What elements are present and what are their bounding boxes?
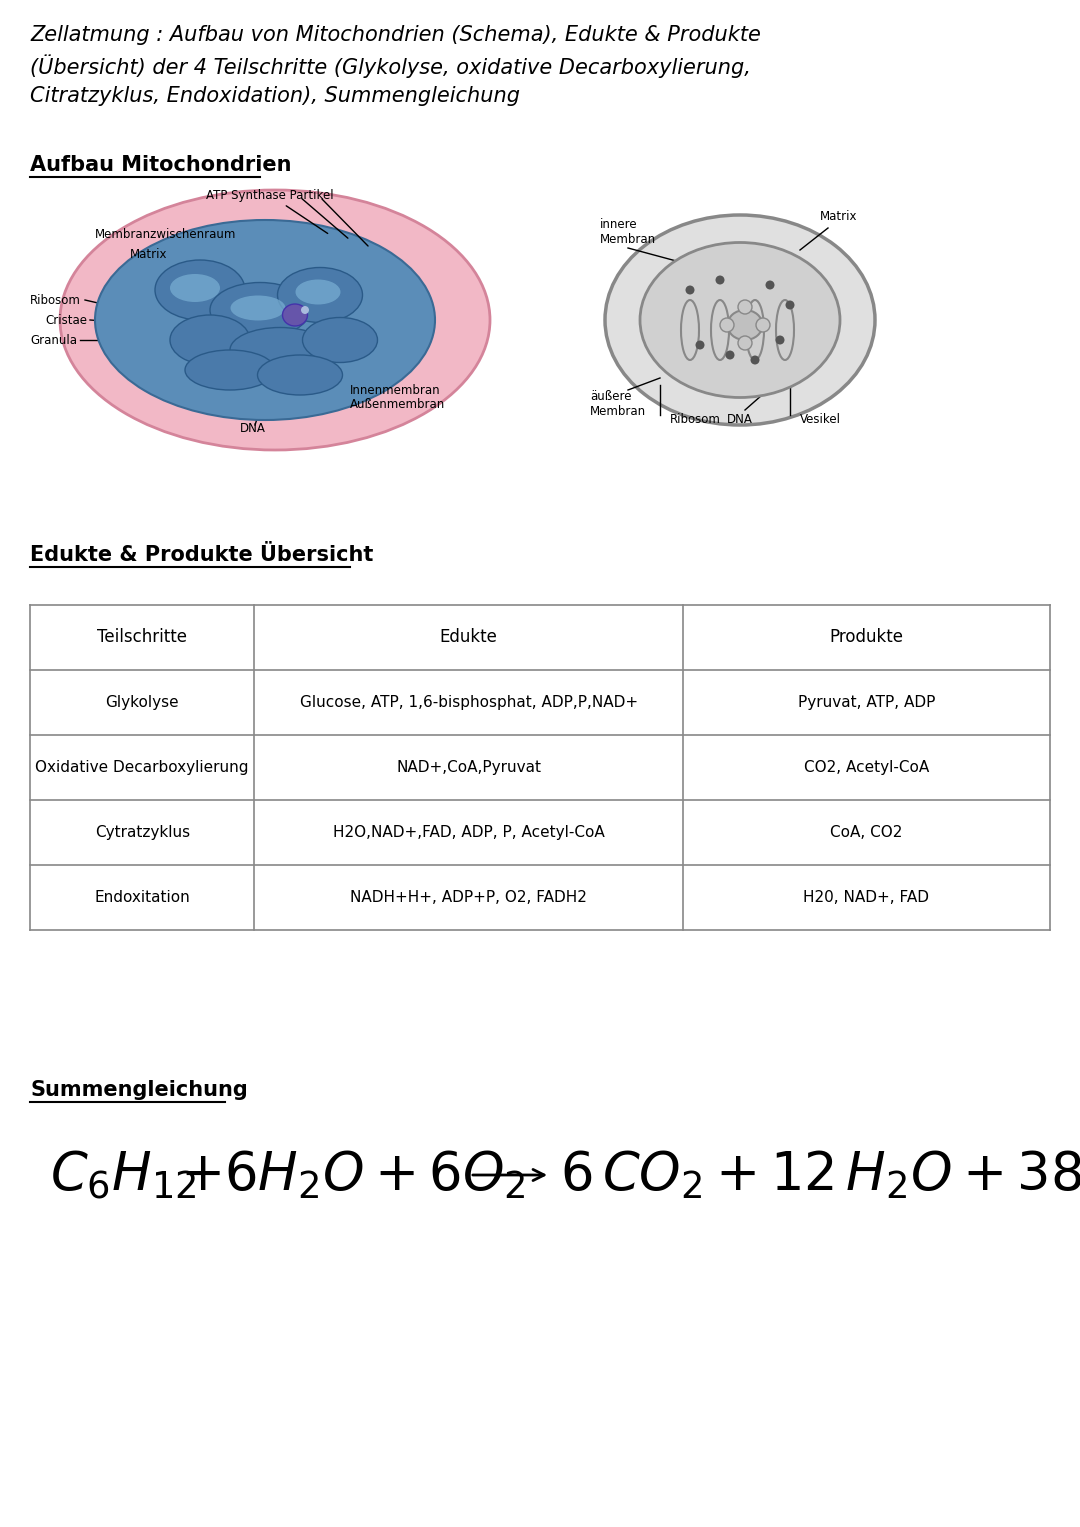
Text: H2O,NAD+,FAD, ADP, P, Acetyl-CoA: H2O,NAD+,FAD, ADP, P, Acetyl-CoA (333, 825, 605, 840)
Text: Ribosom: Ribosom (670, 412, 720, 426)
Ellipse shape (230, 327, 330, 373)
Ellipse shape (785, 301, 795, 310)
Ellipse shape (170, 273, 220, 302)
Text: Pyruvat, ATP, ADP: Pyruvat, ATP, ADP (798, 695, 935, 710)
Ellipse shape (278, 267, 363, 322)
Ellipse shape (296, 279, 340, 304)
Ellipse shape (738, 299, 752, 315)
Ellipse shape (156, 260, 245, 321)
Text: Matrix: Matrix (130, 249, 167, 261)
Text: Matrix: Matrix (820, 211, 858, 223)
Ellipse shape (728, 310, 762, 341)
Text: H20, NAD+, FAD: H20, NAD+, FAD (804, 890, 930, 906)
Ellipse shape (185, 350, 275, 389)
Ellipse shape (711, 299, 729, 360)
Ellipse shape (726, 351, 734, 359)
Ellipse shape (720, 318, 734, 331)
Text: CO2, Acetyl-CoA: CO2, Acetyl-CoA (804, 760, 929, 776)
Text: Membranzwischenraum: Membranzwischenraum (95, 229, 237, 241)
Text: Aufbau Mitochondrien: Aufbau Mitochondrien (30, 156, 292, 176)
Ellipse shape (210, 282, 310, 337)
Text: Granula: Granula (30, 333, 77, 347)
Ellipse shape (60, 189, 490, 450)
Ellipse shape (696, 341, 704, 350)
Ellipse shape (681, 299, 699, 360)
Text: Edukte: Edukte (440, 629, 498, 646)
Text: Endoxitation: Endoxitation (94, 890, 190, 906)
Text: äußere
Membran: äußere Membran (590, 389, 646, 418)
Text: Summengleichung: Summengleichung (30, 1080, 247, 1099)
Text: Glykolyse: Glykolyse (106, 695, 179, 710)
Ellipse shape (746, 299, 764, 360)
Text: Cytratzyklus: Cytratzyklus (95, 825, 190, 840)
Ellipse shape (766, 281, 774, 290)
Text: Ribosom: Ribosom (30, 293, 81, 307)
Ellipse shape (756, 318, 770, 331)
Ellipse shape (640, 243, 840, 397)
Text: Zellatmung : Aufbau von Mitochondrien (Schema), Edukte & Produkte
(Übersicht) de: Zellatmung : Aufbau von Mitochondrien (S… (30, 24, 761, 107)
Ellipse shape (777, 299, 794, 360)
Text: Außenmembran: Außenmembran (350, 399, 445, 411)
Text: DNA: DNA (727, 412, 753, 426)
Ellipse shape (301, 305, 309, 315)
Text: Innenmembran: Innenmembran (350, 383, 441, 397)
Ellipse shape (95, 220, 435, 420)
Text: NAD+,CoA,Pyruvat: NAD+,CoA,Pyruvat (396, 760, 541, 776)
Text: Produkte: Produkte (829, 629, 903, 646)
Ellipse shape (738, 336, 752, 350)
Ellipse shape (257, 354, 342, 395)
Text: Oxidative Decarboxylierung: Oxidative Decarboxylierung (36, 760, 249, 776)
Text: ATP Synthase Partikel: ATP Synthase Partikel (206, 188, 334, 234)
Text: $+ 6H_2O + 6O_2$: $+ 6H_2O + 6O_2$ (180, 1148, 526, 1202)
Ellipse shape (170, 315, 249, 365)
Text: Edukte & Produkte Übersicht: Edukte & Produkte Übersicht (30, 545, 374, 565)
Text: NADH+H+, ADP+P, O2, FADH2: NADH+H+, ADP+P, O2, FADH2 (350, 890, 588, 906)
Ellipse shape (715, 275, 725, 284)
Text: DNA: DNA (240, 421, 266, 435)
Ellipse shape (751, 356, 759, 365)
Ellipse shape (302, 318, 378, 362)
Text: $C_6H_{12}$: $C_6H_{12}$ (50, 1148, 197, 1202)
Ellipse shape (775, 336, 784, 345)
Text: Teilschritte: Teilschritte (97, 629, 187, 646)
Text: Glucose, ATP, 1,6-bisphosphat, ADP,P,NAD+: Glucose, ATP, 1,6-bisphosphat, ADP,P,NAD… (299, 695, 637, 710)
Text: innere
Membran: innere Membran (600, 218, 657, 246)
Ellipse shape (230, 296, 285, 321)
Ellipse shape (283, 304, 308, 325)
Text: $6\,CO_2 + 12\,H_2O + 38\,ATP$: $6\,CO_2 + 12\,H_2O + 38\,ATP$ (561, 1148, 1080, 1202)
Ellipse shape (605, 215, 875, 425)
Text: Vesikel: Vesikel (799, 412, 840, 426)
Ellipse shape (686, 286, 694, 295)
Text: CoA, CO2: CoA, CO2 (831, 825, 903, 840)
Text: Cristae: Cristae (45, 313, 87, 327)
